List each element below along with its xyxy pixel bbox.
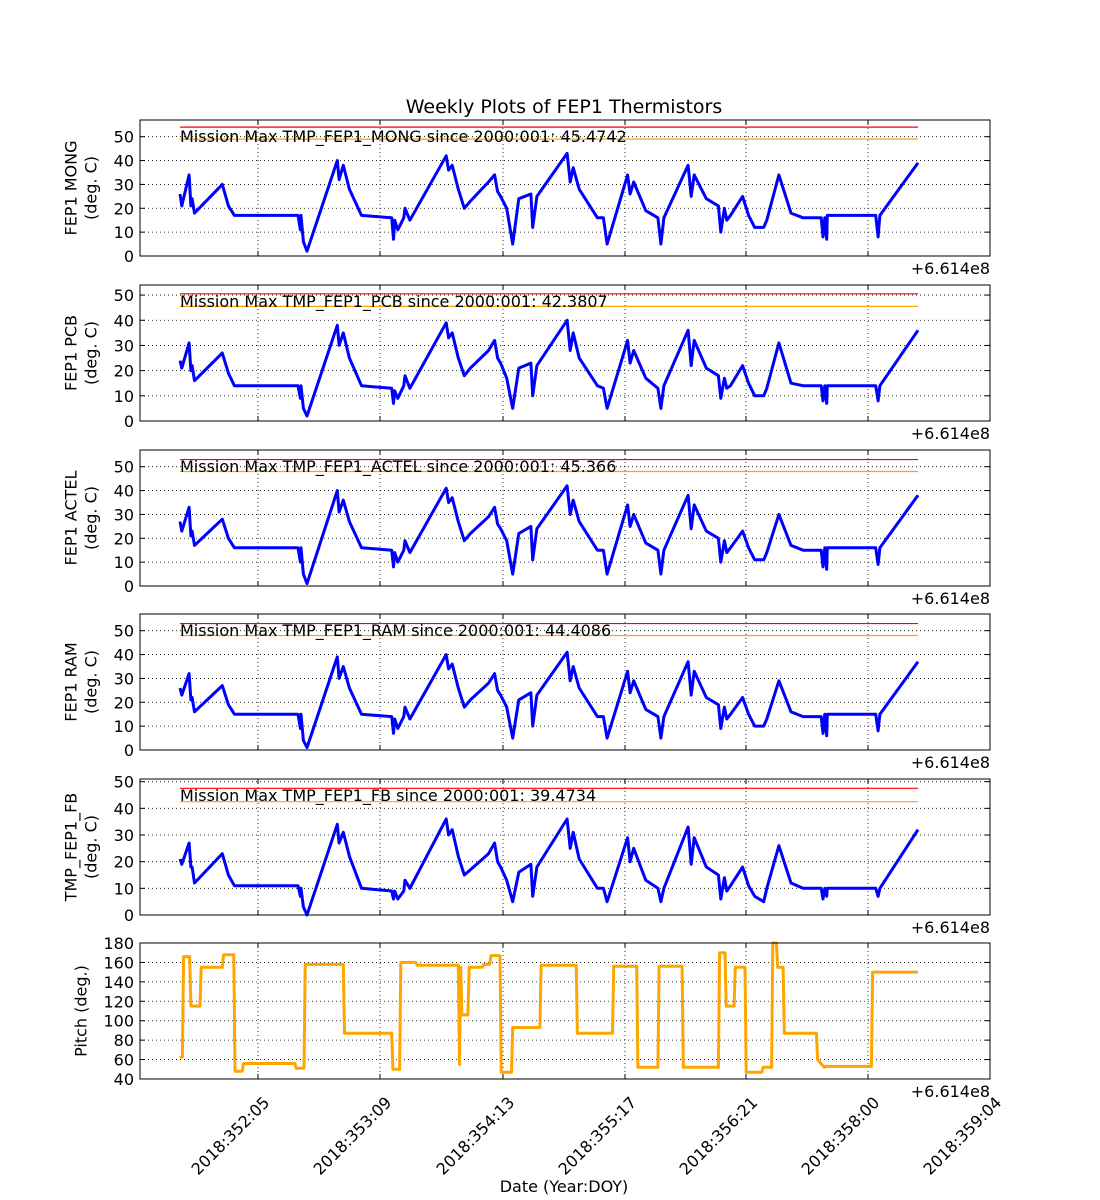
mission-max-annotation: Mission Max TMP_FEP1_MONG since 2000:001… xyxy=(180,127,627,147)
x-tick-labels: 2018:352:05 2018:353:09 2018:354:13 2018:35… xyxy=(187,1093,1005,1179)
y-tick-label: 10 xyxy=(114,553,134,572)
chart-title: Weekly Plots of FEP1 Thermistors xyxy=(406,96,723,118)
panel-3: Mission Max TMP_FEP1_ACTEL since 2000:00… xyxy=(62,449,991,608)
y-axis-label: TMP_FEP1_FB xyxy=(62,793,82,903)
axes-frame xyxy=(139,942,991,1080)
y-tick-label: 0 xyxy=(124,906,134,925)
x-offset-label: +6.614e8 xyxy=(911,589,990,608)
panel-1: Mission Max TMP_FEP1_MONG since 2000:001… xyxy=(62,119,991,278)
y-tick-label: 30 xyxy=(114,336,134,355)
y-axis-label: (deg. C) xyxy=(82,156,101,220)
y-tick-label: 80 xyxy=(114,1031,134,1050)
y-axis-label: FEP1 ACTEL xyxy=(62,470,81,565)
panel-4: Mission Max TMP_FEP1_RAM since 2000:001:… xyxy=(62,613,991,772)
y-tick-label: 10 xyxy=(114,223,134,242)
y-tick-label: 120 xyxy=(103,992,134,1011)
x-axis-label: Date (Year:DOY) xyxy=(500,1177,629,1196)
y-axis-label: (deg. C) xyxy=(82,321,101,385)
x-offset-label: +6.614e8 xyxy=(911,259,990,278)
x-tick-label: 2018:358:00 xyxy=(797,1093,883,1179)
y-tick-label: 140 xyxy=(103,973,134,992)
y-axis-label: FEP1 MONG xyxy=(62,141,81,236)
x-offset-label: +6.614e8 xyxy=(911,424,990,443)
y-tick-label: 40 xyxy=(114,799,134,818)
y-tick-label: 60 xyxy=(114,1051,134,1070)
panels: Mission Max TMP_FEP1_MONG since 2000:001… xyxy=(62,119,991,1101)
panel-5: Mission Max TMP_FEP1_FB since 2000:001: … xyxy=(62,773,991,937)
panel-2: Mission Max TMP_FEP1_PCB since 2000:001:… xyxy=(62,284,991,443)
y-tick-label: 40 xyxy=(114,646,134,665)
y-tick-label: 10 xyxy=(114,879,134,898)
y-tick-label: 0 xyxy=(124,577,134,596)
y-tick-label: 160 xyxy=(103,953,134,972)
y-axis-label: FEP1 RAM xyxy=(62,642,81,721)
x-tick-label: 2018:353:09 xyxy=(309,1093,395,1179)
y-tick-label: 180 xyxy=(103,934,134,953)
x-tick-label: 2018:356:21 xyxy=(675,1093,761,1179)
y-tick-label: 40 xyxy=(114,152,134,171)
x-tick-label: 2018:352:05 xyxy=(187,1093,273,1179)
y-tick-label: 0 xyxy=(124,741,134,760)
y-tick-label: 50 xyxy=(114,128,134,147)
y-tick-label: 30 xyxy=(114,669,134,688)
mission-max-annotation: Mission Max TMP_FEP1_PCB since 2000:001:… xyxy=(180,292,608,312)
x-tick-label: 2018:359:04 xyxy=(919,1093,1005,1179)
x-tick-label: 2018:354:13 xyxy=(432,1093,518,1179)
mission-max-annotation: Mission Max TMP_FEP1_ACTEL since 2000:00… xyxy=(180,457,616,477)
y-tick-label: 20 xyxy=(114,529,134,548)
temperature-series-line xyxy=(178,817,920,917)
axes-frame xyxy=(139,449,991,587)
y-tick-label: 10 xyxy=(114,387,134,406)
axes-frame xyxy=(139,119,991,257)
y-tick-label: 20 xyxy=(114,693,134,712)
y-tick-label: 20 xyxy=(114,199,134,218)
y-tick-label: 0 xyxy=(124,247,134,266)
y-axis-label: (deg. C) xyxy=(82,815,101,879)
y-tick-label: 20 xyxy=(114,362,134,381)
y-tick-label: 50 xyxy=(114,773,134,792)
y-tick-label: 50 xyxy=(114,458,134,477)
x-offset-label: +6.614e8 xyxy=(911,753,990,772)
y-tick-label: 50 xyxy=(114,622,134,641)
y-axis-label: FEP1 PCB xyxy=(62,315,81,391)
x-offset-label: +6.614e8 xyxy=(911,1082,990,1101)
x-offset-label: +6.614e8 xyxy=(911,918,990,937)
mission-max-annotation: Mission Max TMP_FEP1_FB since 2000:001: … xyxy=(180,786,596,806)
temperature-series-line xyxy=(178,484,920,586)
y-tick-label: 40 xyxy=(114,311,134,330)
axes-frame xyxy=(139,613,991,751)
mission-max-annotation: Mission Max TMP_FEP1_RAM since 2000:001:… xyxy=(180,621,611,641)
y-tick-label: 30 xyxy=(114,175,134,194)
y-tick-label: 40 xyxy=(114,1070,134,1089)
y-tick-label: 50 xyxy=(114,286,134,305)
temperature-series-line xyxy=(178,650,920,750)
y-tick-label: 100 xyxy=(103,1012,134,1031)
temperature-series-line xyxy=(178,151,920,253)
y-tick-label: 20 xyxy=(114,853,134,872)
y-tick-label: 30 xyxy=(114,505,134,524)
y-tick-label: 40 xyxy=(114,482,134,501)
pitch-series-line xyxy=(179,941,918,1074)
y-axis-label: (deg. C) xyxy=(82,486,101,550)
x-tick-label: 2018:355:17 xyxy=(554,1093,640,1179)
y-tick-label: 10 xyxy=(114,717,134,736)
axes-frame xyxy=(139,778,991,916)
y-axis-label: (deg. C) xyxy=(82,650,101,714)
y-tick-label: 0 xyxy=(124,412,134,431)
y-axis-label: Pitch (deg.) xyxy=(72,965,91,1057)
temperature-series-line xyxy=(178,318,920,418)
axes-frame xyxy=(139,284,991,422)
y-tick-label: 30 xyxy=(114,826,134,845)
